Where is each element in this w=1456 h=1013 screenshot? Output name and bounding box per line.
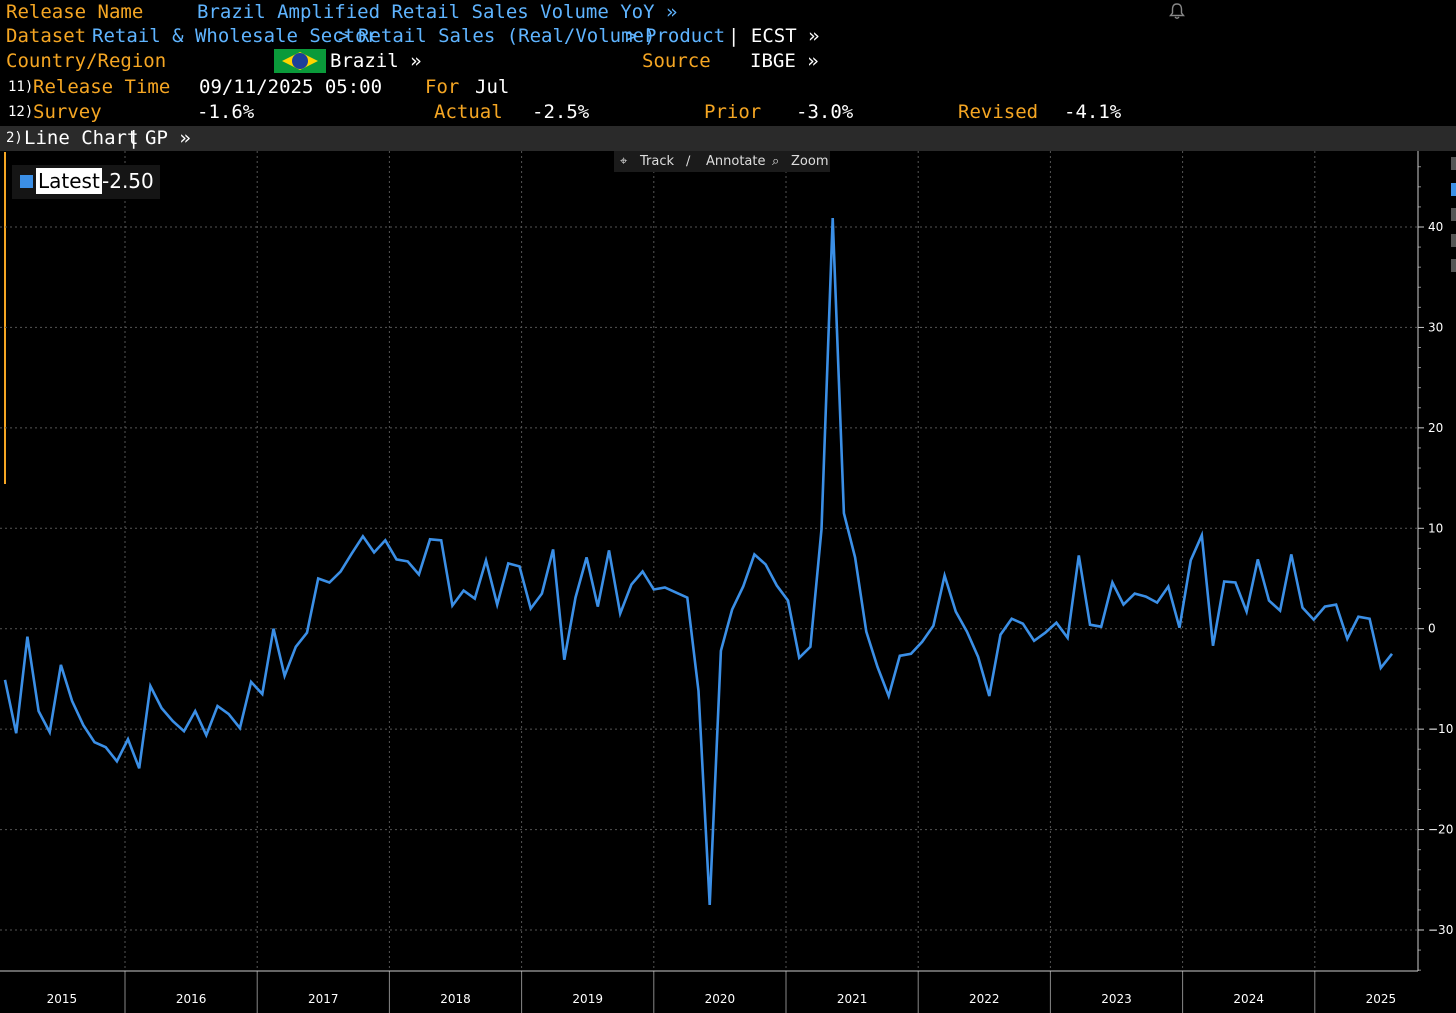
track-button[interactable]: Track xyxy=(640,154,675,169)
y-tick-label: 0 xyxy=(1428,622,1436,636)
release-header: Release Name Brazil Amplified Retail Sal… xyxy=(0,0,1456,126)
line-chart[interactable]: 2015 2016 2017 2018 2019 2020 2021 2022 2023 2024… xyxy=(0,151,1456,1013)
release-time-label[interactable]: Release Time xyxy=(33,76,171,98)
dataset-path-separator: > xyxy=(338,25,350,47)
chart-bar-separator: | xyxy=(128,127,140,149)
magnifier-icon: ⌕ xyxy=(772,154,780,169)
country-label: Country/Region xyxy=(6,50,167,72)
x-tick-label: 2020 xyxy=(705,992,736,1006)
x-tick-label: 2024 xyxy=(1233,992,1264,1006)
legend-value: -2.50 xyxy=(102,169,154,193)
y-tick-label: 40 xyxy=(1428,220,1443,234)
prior-label: Prior xyxy=(704,101,762,123)
line-chart-label[interactable]: Line Chart xyxy=(24,127,139,149)
chart-legend: Latest -2.50 xyxy=(12,165,160,199)
for-label: For xyxy=(425,76,460,98)
chart-area[interactable] xyxy=(0,151,1456,1013)
series-line-latest[interactable] xyxy=(3,217,1394,905)
pencil-icon: ∕ xyxy=(686,154,691,169)
revised-value: -4.1% xyxy=(1064,101,1122,123)
dataset-path-separator: > xyxy=(626,25,638,47)
brazil-flag-icon xyxy=(274,49,326,73)
x-tick-label: 2022 xyxy=(969,992,1000,1006)
y-tick-label: −20 xyxy=(1428,823,1453,837)
y-tick-label: 20 xyxy=(1428,421,1443,435)
crosshair-icon: ⌖ xyxy=(620,154,628,169)
chart-toolbar: ⌖ Track ∕ Annotate ⌕ Zoom xyxy=(614,151,830,172)
source-label: Source xyxy=(642,50,711,72)
chart-title-bar: 2) Line Chart | GP » xyxy=(0,126,1456,151)
revised-label: Revised xyxy=(958,101,1039,123)
y-tick-label: −30 xyxy=(1428,923,1453,937)
dataset-label: Dataset xyxy=(6,25,87,47)
x-tick-label: 2015 xyxy=(47,992,78,1006)
dataset-path-sector[interactable]: Retail & Wholesale Sector xyxy=(92,25,378,47)
chart-bar-number: 2) xyxy=(6,130,23,146)
x-tick-label: 2016 xyxy=(176,992,207,1006)
x-tick-label: 2017 xyxy=(308,992,339,1006)
x-tick-label: 2021 xyxy=(837,992,868,1006)
y-tick-label: 10 xyxy=(1428,521,1443,535)
legend-swatch xyxy=(20,175,33,188)
dataset-path-retail[interactable]: Retail Sales (Real/Volume) xyxy=(358,25,656,47)
x-tick-label: 2023 xyxy=(1101,992,1132,1006)
dataset-path-product[interactable]: Product xyxy=(645,25,726,47)
y-tick-label: −10 xyxy=(1428,722,1453,736)
actual-value: -2.5% xyxy=(532,101,590,123)
bell-icon[interactable] xyxy=(1168,2,1186,20)
prior-value: -3.0% xyxy=(796,101,854,123)
release-time-number: 11) xyxy=(8,79,34,95)
release-time-value: 09/11/2025 05:00 xyxy=(199,76,383,98)
dataset-ticker[interactable]: | ECST » xyxy=(728,25,820,47)
orange-accent-bar xyxy=(4,152,6,484)
x-tick-label: 2018 xyxy=(440,992,471,1006)
country-value[interactable]: Brazil » xyxy=(330,50,422,72)
annotate-label: Annotate xyxy=(706,154,766,169)
source-value[interactable]: IBGE » xyxy=(750,50,819,72)
gp-link[interactable]: GP » xyxy=(145,127,191,149)
for-value: Jul xyxy=(475,76,510,98)
legend-label[interactable]: Latest xyxy=(36,168,102,194)
survey-value: -1.6% xyxy=(197,101,255,123)
y-tick-label: 30 xyxy=(1428,320,1443,334)
x-tick-label: 2019 xyxy=(572,992,603,1006)
actual-label: Actual xyxy=(434,101,503,123)
x-tick-label: 2025 xyxy=(1366,992,1397,1006)
survey-label[interactable]: Survey xyxy=(33,101,102,123)
release-name-link[interactable]: Brazil Amplified Retail Sales Volume YoY… xyxy=(197,1,678,23)
release-name-label: Release Name xyxy=(6,1,144,23)
survey-number: 12) xyxy=(8,104,34,120)
zoom-button[interactable]: Zoom xyxy=(791,154,829,169)
